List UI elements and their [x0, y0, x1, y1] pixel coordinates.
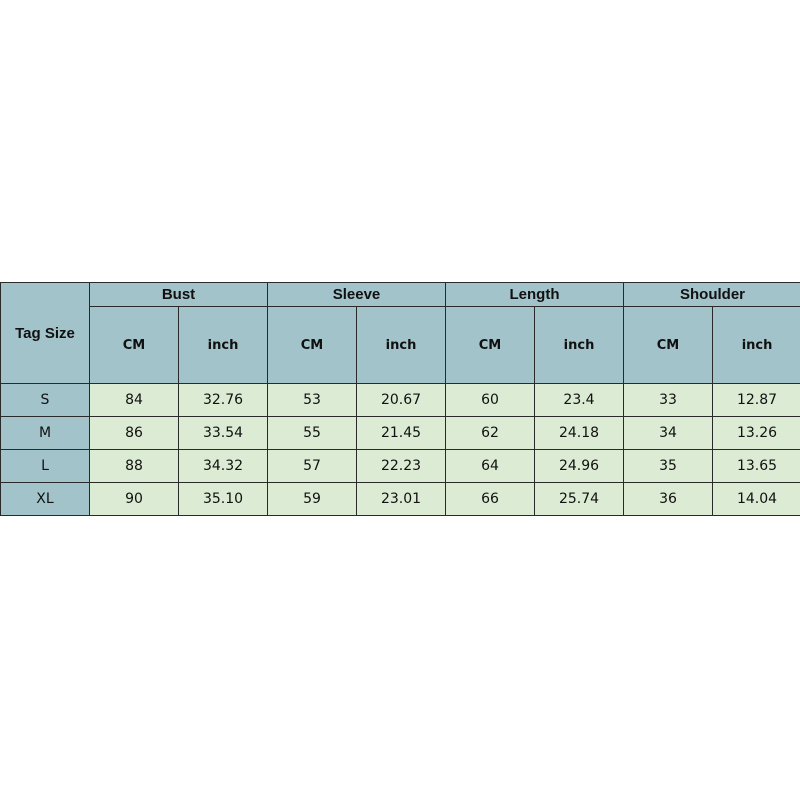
value-cell: 84 — [89, 383, 179, 417]
size-cell: M — [0, 416, 90, 450]
value-cell: 66 — [445, 482, 536, 516]
value-cell: 90 — [89, 482, 179, 516]
value-cell: 14.04 — [712, 482, 800, 516]
value-cell: 21.45 — [355, 416, 447, 450]
size-cell: XL — [0, 482, 90, 516]
value-cell: 62 — [445, 416, 536, 450]
table-row: XL 90 35.10 59 23.01 66 25.74 36 14.04 — [0, 482, 800, 516]
value-cell: 24.18 — [534, 416, 625, 450]
unit-header: CM — [623, 306, 714, 384]
unit-header: CM — [89, 306, 179, 384]
unit-header: CM — [445, 306, 536, 384]
value-cell: 88 — [89, 449, 179, 483]
size-chart-table: Tag Size Bust Sleeve Length Shoulder CM i… — [0, 282, 800, 516]
unit-header: inch — [534, 306, 625, 384]
value-cell: 33.54 — [178, 416, 268, 450]
value-cell: 64 — [445, 449, 536, 483]
value-cell: 33 — [623, 383, 714, 417]
value-cell: 60 — [445, 383, 536, 417]
value-cell: 55 — [267, 416, 357, 450]
size-cell: S — [0, 383, 90, 417]
value-cell: 59 — [267, 482, 357, 516]
value-cell: 24.96 — [534, 449, 625, 483]
value-cell: 34.32 — [178, 449, 268, 483]
size-cell: L — [0, 449, 90, 483]
value-cell: 57 — [267, 449, 357, 483]
group-header-bust: Bust — [89, 282, 268, 307]
value-cell: 13.65 — [712, 449, 800, 483]
unit-header: inch — [178, 306, 268, 384]
table-row: S 84 32.76 53 20.67 60 23.4 33 12.87 — [0, 383, 800, 417]
value-cell: 34 — [623, 416, 714, 450]
value-cell: 25.74 — [534, 482, 625, 516]
value-cell: 86 — [89, 416, 179, 450]
value-cell: 36 — [623, 482, 714, 516]
value-cell: 32.76 — [178, 383, 268, 417]
value-cell: 23.4 — [534, 383, 625, 417]
table-row: M 86 33.54 55 21.45 62 24.18 34 13.26 — [0, 416, 800, 450]
unit-header: CM — [267, 306, 357, 384]
value-cell: 22.23 — [355, 449, 447, 483]
table-row: L 88 34.32 57 22.23 64 24.96 35 13.65 — [0, 449, 800, 483]
value-cell: 12.87 — [712, 383, 800, 417]
unit-header: inch — [355, 306, 447, 384]
unit-header: inch — [712, 306, 800, 384]
value-cell: 20.67 — [355, 383, 447, 417]
value-cell: 35 — [623, 449, 714, 483]
value-cell: 35.10 — [178, 482, 268, 516]
value-cell: 13.26 — [712, 416, 800, 450]
group-header-shoulder: Shoulder — [623, 282, 800, 307]
value-cell: 23.01 — [355, 482, 447, 516]
value-cell: 53 — [267, 383, 357, 417]
group-header-length: Length — [445, 282, 625, 307]
tag-size-header: Tag Size — [0, 282, 90, 384]
group-header-sleeve: Sleeve — [266, 282, 447, 307]
